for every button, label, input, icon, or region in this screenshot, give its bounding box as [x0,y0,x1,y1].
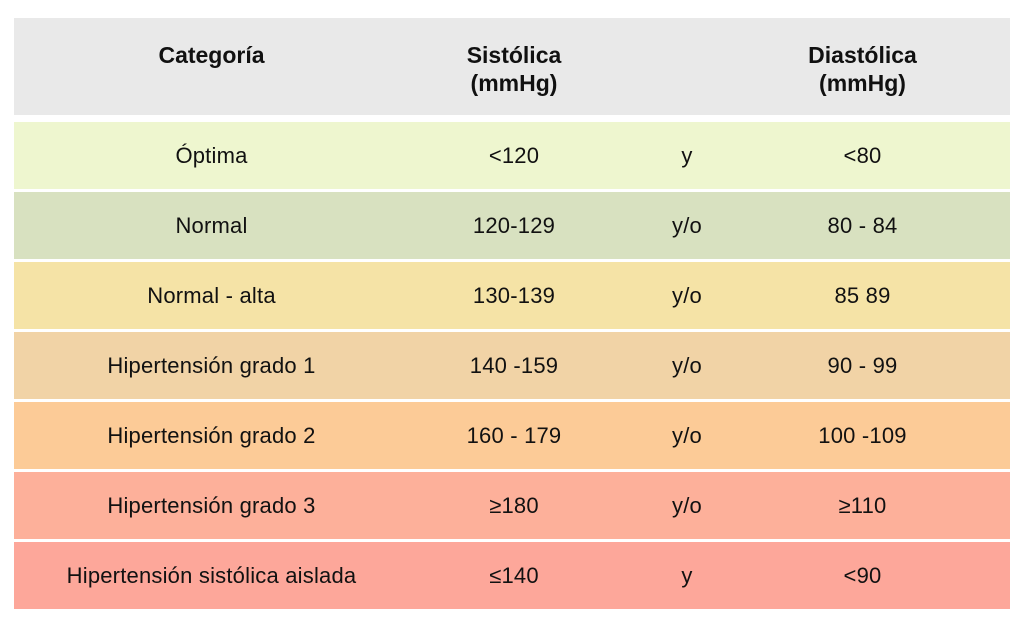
header-diastolic-unit: (mmHg) [819,70,906,96]
row-systolic: <120 [488,142,540,168]
row-category: Normal - alta [147,282,276,308]
row-diastolic: 80 - 84 [827,212,898,238]
row-diastolic: <80 [843,142,882,168]
row-systolic: 120-129 [472,212,556,238]
table-row: Hipertensión grado 3 ≥180 y/o ≥110 [14,472,1010,539]
table-row: Normal - alta 130-139 y/o 85 89 [14,262,1010,329]
table-header-row: Categoría Sistólica (mmHg) Diastólica (m… [14,18,1010,115]
table-row: Óptima <120 y <80 [14,122,1010,189]
blood-pressure-table: Categoría Sistólica (mmHg) Diastólica (m… [14,18,1010,609]
row-conjunction: y/o [672,212,702,238]
row-systolic: 140 -159 [469,352,559,378]
row-conjunction: y/o [672,282,702,308]
row-diastolic: 100 -109 [818,422,907,448]
header-diastolic-label: Diastólica [808,42,917,68]
header-systolic: Sistólica (mmHg) [409,18,619,115]
row-category: Hipertensión grado 2 [107,422,316,448]
table-row: Hipertensión grado 2 160 - 179 y/o 100 -109 [14,402,1010,469]
row-diastolic: 90 - 99 [827,352,898,378]
table-row: Hipertensión grado 1 140 -159 y/o 90 - 99 [14,332,1010,399]
row-conjunction: y [681,142,693,168]
row-category: Óptima [175,142,248,168]
table-row: Hipertensión sistólica aislada ≤140 y <90 [14,542,1010,609]
row-conjunction: y/o [672,352,702,378]
row-systolic: 160 - 179 [466,422,562,448]
row-diastolic: <90 [843,562,882,588]
row-systolic: ≤140 [489,562,539,588]
row-category: Hipertensión sistólica aislada [66,562,357,588]
header-systolic-unit: (mmHg) [470,70,558,96]
header-diastolic: Diastólica (mmHg) [755,18,970,115]
row-conjunction: y/o [672,492,702,518]
row-conjunction: y [681,562,693,588]
row-diastolic: ≥110 [838,492,887,518]
header-conjunction [619,18,755,115]
row-systolic: 130-139 [472,282,556,308]
header-category: Categoría [158,42,265,68]
table-body: Óptima <120 y <80 Normal 120-129 y/o 80 - 84 Nor… [14,122,1010,609]
row-category: Normal [175,212,248,238]
row-category: Hipertensión grado 3 [107,492,316,518]
row-conjunction: y/o [672,422,702,448]
row-systolic: ≥180 [489,492,539,518]
row-diastolic: 85 89 [834,282,891,308]
header-systolic-label: Sistólica [466,42,562,68]
table-row: Normal 120-129 y/o 80 - 84 [14,192,1010,259]
row-category: Hipertensión grado 1 [107,352,316,378]
